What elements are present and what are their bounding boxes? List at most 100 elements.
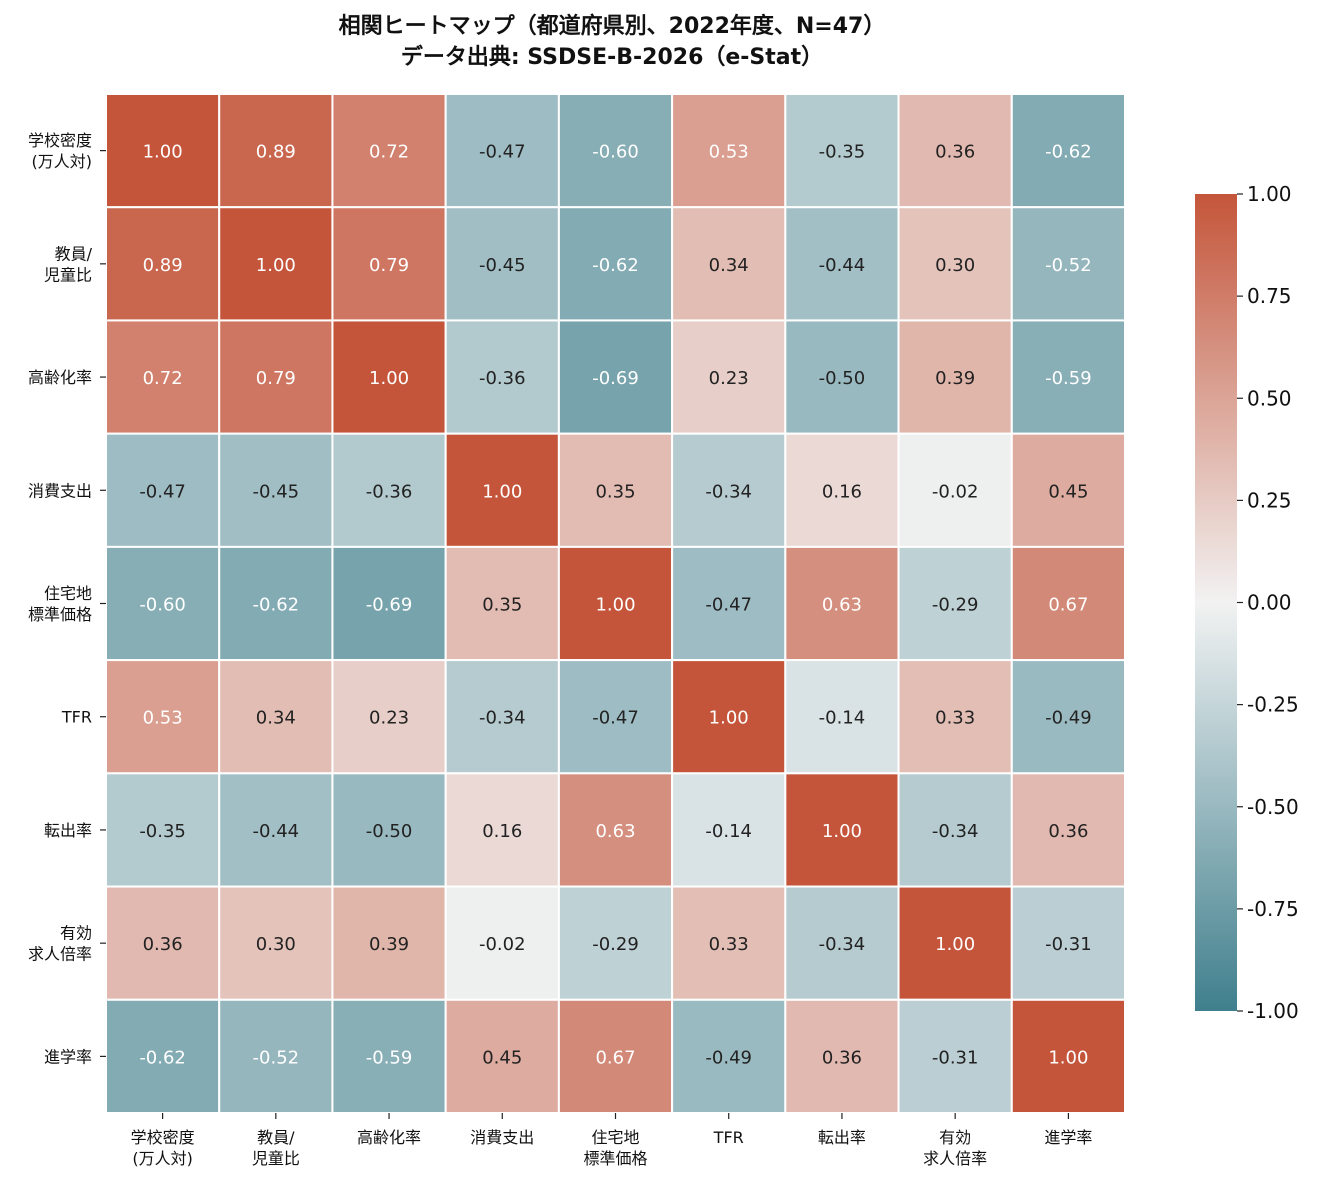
cell-value-label: 1.00 — [1048, 1047, 1088, 1068]
cell-value-label: -0.31 — [1045, 934, 1092, 955]
heatmap-cell — [1010, 206, 1126, 322]
heatmap-cell — [1010, 432, 1126, 548]
colorbar-tick-label: -1.00 — [1247, 999, 1299, 1023]
heatmap-cell — [105, 319, 221, 435]
heatmap-cell — [218, 659, 334, 775]
heatmap-cell — [331, 885, 447, 1001]
column-label: 学校密度(万人対) — [131, 1128, 195, 1168]
chart-subtitle: データ出典: SSDSE-B-2026（e-Stat） — [401, 44, 823, 70]
heatmap-cell — [1010, 319, 1126, 435]
heatmap-cell — [105, 93, 221, 209]
colorbar-tick-label: -0.25 — [1247, 693, 1299, 717]
cell-value-label: 0.35 — [595, 481, 635, 502]
cell-value-label: -0.34 — [819, 934, 866, 955]
cell-value-label: -0.44 — [819, 255, 866, 276]
heatmap-cell — [557, 659, 674, 775]
cell-value-label: 0.23 — [709, 368, 749, 389]
heatmap-cell — [671, 659, 787, 775]
cell-value-label: 0.35 — [482, 595, 522, 616]
cell-value-label: 1.00 — [822, 821, 862, 842]
cell-value-label: -0.45 — [479, 255, 526, 276]
heatmap-cell — [897, 93, 1013, 209]
cell-value-label: 0.36 — [935, 142, 975, 163]
cell-value-label: -0.29 — [932, 595, 979, 616]
cell-value-label: -0.50 — [366, 821, 413, 842]
heatmap-cell — [444, 319, 560, 435]
cell-value-label: -0.34 — [479, 708, 526, 729]
cell-value-label: 1.00 — [935, 934, 975, 955]
cell-value-label: 0.63 — [595, 821, 635, 842]
cell-value-label: -0.50 — [819, 368, 866, 389]
cell-value-label: -0.69 — [592, 368, 639, 389]
heatmap-cell — [105, 998, 221, 1114]
cell-value-label: -0.02 — [932, 481, 979, 502]
row-label: 有効求人倍率 — [28, 924, 92, 964]
heatmap-cell — [557, 772, 674, 888]
row-label: TFR — [61, 708, 92, 727]
cell-value-label: 0.63 — [822, 595, 862, 616]
row-label: 住宅地標準価格 — [28, 584, 92, 624]
row-label: 学校密度(万人対) — [28, 131, 92, 171]
cell-value-label: 0.72 — [369, 142, 409, 163]
heatmap-cells: 1.00 0.89 0.72 -0.47 -0.60 0.53 -0.35 0.36 -0.62… — [105, 93, 1126, 1114]
cell-value-label: -0.14 — [819, 708, 866, 729]
cell-value-label: -0.34 — [705, 481, 752, 502]
cell-value-label: -0.47 — [479, 142, 526, 163]
cell-value-label: -0.60 — [592, 142, 639, 163]
cell-value-label: 0.53 — [143, 708, 183, 729]
cell-value-label: -0.62 — [1045, 142, 1092, 163]
colorbar-tick-label: 0.25 — [1247, 488, 1292, 512]
cell-value-label: -0.36 — [479, 368, 526, 389]
heatmap-cell — [784, 319, 900, 435]
cell-value-label: 0.67 — [595, 1047, 635, 1068]
heatmap-cell — [671, 93, 787, 209]
cell-value-label: 1.00 — [595, 595, 635, 616]
cell-value-label: -0.29 — [592, 934, 639, 955]
colorbar-tick-label: -0.75 — [1247, 897, 1299, 921]
heatmap-cell — [218, 998, 334, 1114]
cell-value-label: 0.45 — [482, 1047, 522, 1068]
cell-value-label: -0.52 — [253, 1047, 300, 1068]
heatmap-cell — [557, 998, 674, 1114]
cell-value-label: 0.53 — [709, 142, 749, 163]
row-label: 消費支出 — [28, 481, 92, 500]
cell-value-label: 0.30 — [256, 934, 296, 955]
cell-value-label: -0.45 — [253, 481, 300, 502]
heatmap-cell — [331, 206, 447, 322]
column-label: 進学率 — [1044, 1128, 1092, 1147]
cell-value-label: -0.02 — [479, 934, 526, 955]
cell-value-label: -0.60 — [139, 595, 186, 616]
cell-value-label: 0.34 — [709, 255, 749, 276]
chart-title: 相関ヒートマップ（都道府県別、2022年度、N=47） — [339, 13, 886, 39]
heatmap-cell — [218, 772, 334, 888]
cell-value-label: 0.79 — [369, 255, 409, 276]
heatmap-cell — [1010, 545, 1126, 662]
cell-value-label: 0.36 — [143, 934, 183, 955]
column-label: 高齢化率 — [357, 1128, 421, 1147]
cell-value-label: -0.35 — [819, 142, 866, 163]
heatmap-cell — [105, 659, 221, 775]
cell-value-label: -0.62 — [253, 595, 300, 616]
heatmap-cell — [444, 432, 560, 548]
cell-value-label: 0.45 — [1048, 481, 1088, 502]
heatmap-cell — [218, 319, 334, 435]
cell-value-label: -0.47 — [705, 595, 752, 616]
cell-value-label: -0.44 — [253, 821, 300, 842]
cell-value-label: 0.67 — [1048, 595, 1088, 616]
row-label: 進学率 — [44, 1047, 92, 1066]
cell-value-label: 0.33 — [709, 934, 749, 955]
cell-value-label: 1.00 — [369, 368, 409, 389]
cell-value-label: -0.59 — [366, 1047, 413, 1068]
cell-value-label: -0.62 — [139, 1047, 186, 1068]
heatmap-cell — [1010, 659, 1126, 775]
heatmap-cell — [105, 545, 221, 662]
heatmap-cell — [331, 998, 447, 1114]
cell-value-label: 0.23 — [369, 708, 409, 729]
colorbar-tick-label: -0.50 — [1247, 795, 1299, 819]
heatmap-cell — [105, 772, 221, 888]
heatmap-cell — [671, 885, 787, 1001]
column-label: 消費支出 — [470, 1128, 534, 1147]
cell-value-label: 1.00 — [256, 255, 296, 276]
cell-value-label: 1.00 — [482, 481, 522, 502]
